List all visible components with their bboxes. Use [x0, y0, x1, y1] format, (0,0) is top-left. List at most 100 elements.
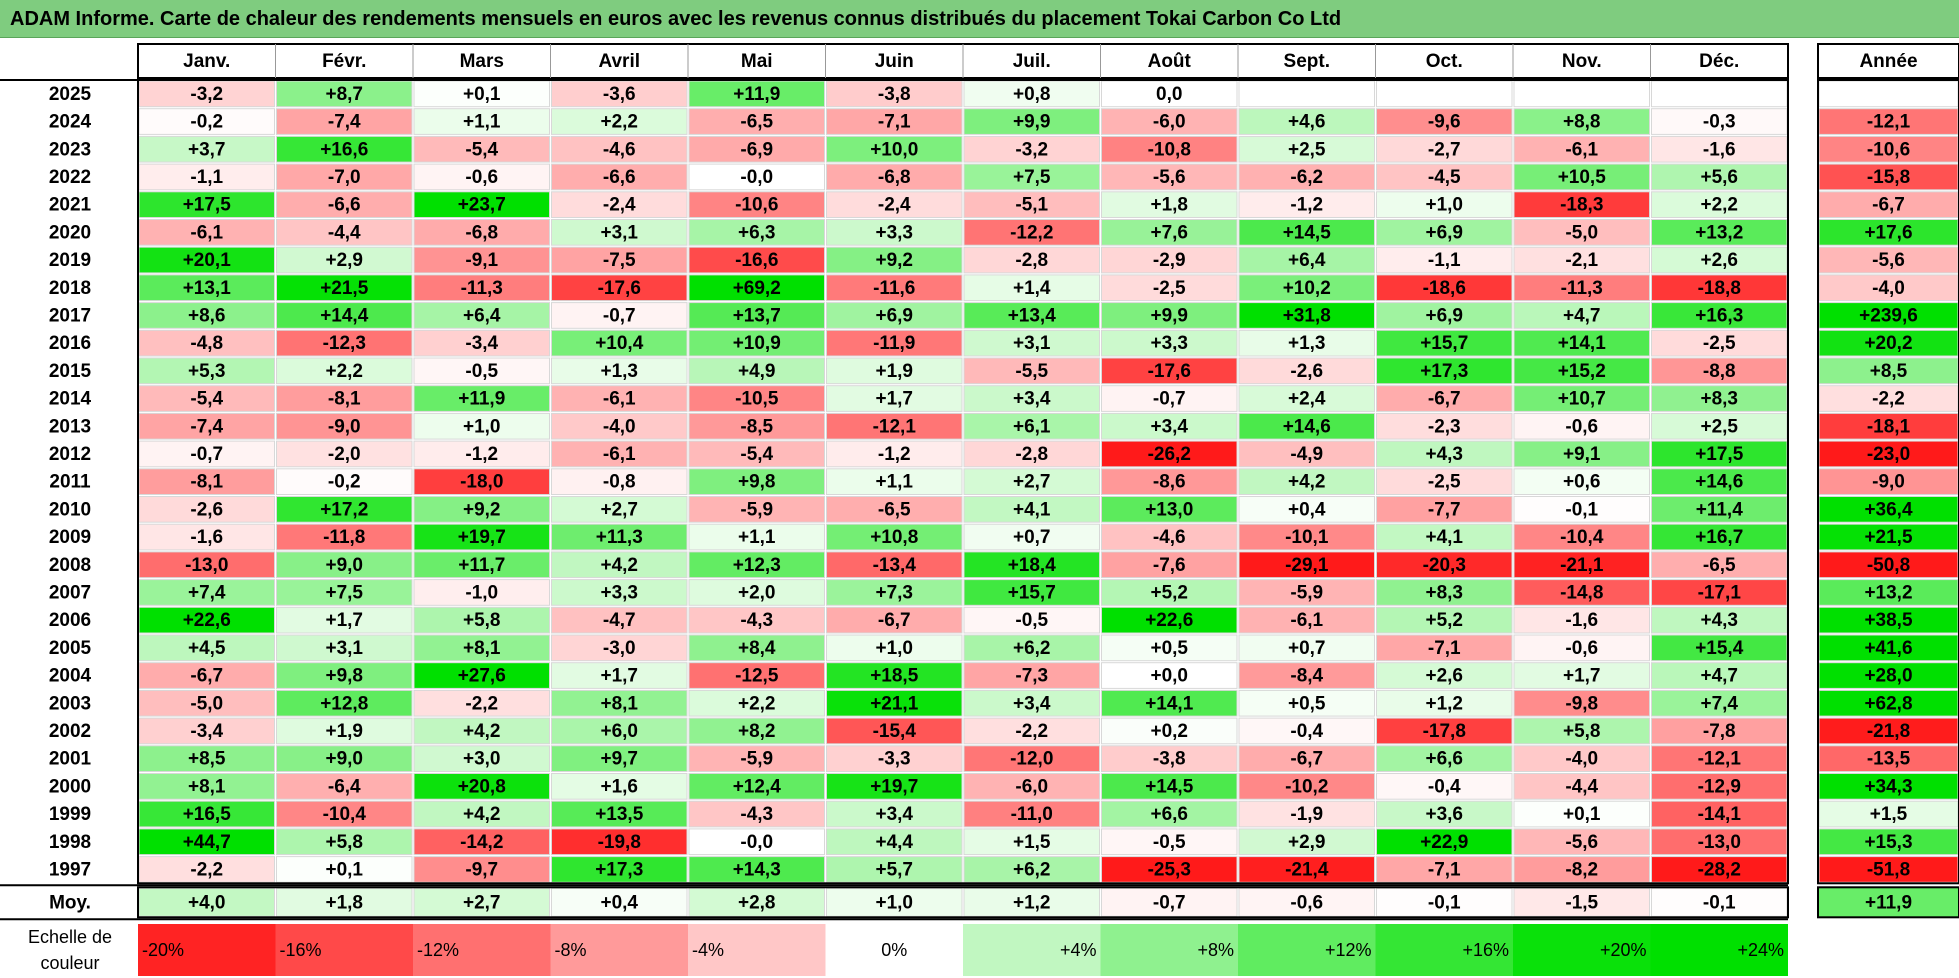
- annual-cell: [1818, 440, 1959, 468]
- cell-value: +0,7: [1288, 638, 1326, 659]
- cell-value: -2,8: [1015, 444, 1048, 465]
- heatmap-cell: [1376, 219, 1513, 246]
- heatmap-cell: [963, 385, 1100, 412]
- cell-value: -7,4: [190, 416, 223, 437]
- heatmap-cell: [688, 828, 825, 856]
- annual-value: +8,5: [1870, 361, 1908, 382]
- cell-value: -3,3: [878, 749, 911, 770]
- cell-value: -21,1: [1560, 555, 1604, 576]
- cell-value: -17,8: [1423, 721, 1466, 742]
- heatmap-cell: [551, 662, 688, 689]
- heatmap-cell: [138, 606, 275, 634]
- cell-value: -6,9: [740, 139, 773, 160]
- heatmap-cell: [1376, 135, 1513, 163]
- cell-value: -13,0: [1698, 832, 1741, 853]
- heatmap-cell: [413, 828, 550, 856]
- heatmap-cell: [826, 496, 963, 523]
- cell-value: -12,0: [1010, 749, 1053, 770]
- heatmap-cell: [1101, 135, 1238, 163]
- heatmap-cell: [688, 274, 825, 302]
- annual-cell: [1818, 745, 1959, 772]
- cell-value: +4,6: [1288, 112, 1326, 133]
- cell-value: -2,5: [1428, 472, 1461, 493]
- heatmap-cell: [551, 634, 688, 662]
- cell-value: -4,6: [603, 139, 636, 160]
- cell-value: -1,1: [190, 167, 223, 188]
- heatmap-cell: [1101, 412, 1238, 440]
- heatmap-cell: [826, 163, 963, 191]
- cell-value: -3,8: [1153, 749, 1186, 770]
- cell-value: -3,8: [878, 84, 911, 105]
- cell-value: -6,0: [1015, 776, 1048, 797]
- heatmap-cell: [1651, 329, 1788, 357]
- heatmap-cell: [276, 496, 413, 523]
- cell-value: +12,8: [320, 693, 368, 714]
- heatmap-cell: [276, 551, 413, 579]
- heatmap-cell: [963, 191, 1100, 219]
- row-year-1999: 1999: [49, 804, 91, 825]
- cell-value: +0,4: [1288, 499, 1326, 520]
- heatmap-cell: [688, 412, 825, 440]
- scale-swatch: [963, 924, 1101, 976]
- average-cell: [1101, 887, 1238, 917]
- cell-value: +14,1: [1145, 693, 1194, 714]
- cell-value: -0,2: [190, 112, 223, 133]
- cell-value: -2,8: [1015, 250, 1048, 271]
- cell-value: +3,1: [600, 222, 638, 243]
- heatmap-cell: [1651, 523, 1788, 551]
- heatmap-cell: [138, 329, 275, 357]
- cell-value: +0,6: [1563, 472, 1601, 493]
- cell-value: -3,4: [465, 333, 498, 354]
- cell-value: +6,1: [1013, 416, 1051, 437]
- heatmap-cell: [413, 357, 550, 385]
- cell-value: +5,8: [1563, 721, 1601, 742]
- row-year-2008: 2008: [49, 555, 91, 576]
- annual-value: -9,0: [1872, 472, 1905, 493]
- heatmap-cell: [1238, 745, 1375, 772]
- heatmap-cell: [551, 108, 688, 135]
- cell-value: +4,5: [188, 638, 226, 659]
- heatmap-cell: [276, 219, 413, 246]
- annual-cell: [1818, 717, 1959, 745]
- cell-value: +1,7: [325, 610, 363, 631]
- annual-cell: [1818, 662, 1959, 689]
- heatmap-cell: [688, 496, 825, 523]
- month-header-7: Août: [1148, 51, 1192, 72]
- heatmap-cell: [688, 357, 825, 385]
- heatmap-cell: [688, 219, 825, 246]
- cell-value: +14,5: [1283, 222, 1332, 243]
- cell-value: -3,2: [190, 84, 223, 105]
- heatmap-cell: [1651, 828, 1788, 856]
- heatmap-cell: [1101, 80, 1238, 108]
- cell-value: +9,9: [1013, 112, 1051, 133]
- scale-label: -4%: [692, 940, 724, 960]
- cell-value: -13,0: [185, 555, 228, 576]
- cell-value: +14,1: [1558, 333, 1607, 354]
- heatmap-cell: [551, 551, 688, 579]
- cell-value: +3,1: [325, 638, 363, 659]
- annual-cell: [1818, 329, 1959, 357]
- cell-value: -8,8: [1703, 361, 1736, 382]
- heatmap-cell: [413, 440, 550, 468]
- heatmap-cell: [1238, 135, 1375, 163]
- scale-swatch: [275, 924, 413, 976]
- heatmap-cell: [1376, 163, 1513, 191]
- cell-value: -2,6: [190, 499, 223, 520]
- heatmap-cell: [551, 246, 688, 274]
- heatmap-cell: [138, 135, 275, 163]
- heatmap-cell: [1101, 662, 1238, 689]
- cell-value: -4,5: [1428, 167, 1461, 188]
- heatmap-cell: [276, 579, 413, 606]
- cell-value: -9,0: [328, 416, 361, 437]
- cell-value: +6,3: [738, 222, 776, 243]
- cell-value: +13,7: [733, 305, 781, 326]
- month-header-2: Mars: [460, 51, 504, 72]
- cell-value: +10,4: [595, 333, 644, 354]
- heatmap-cell: [1376, 274, 1513, 302]
- heatmap-cell: [963, 219, 1100, 246]
- heatmap-cell: [551, 496, 688, 523]
- cell-value: +2,2: [1700, 195, 1738, 216]
- heatmap-cell: [1651, 634, 1788, 662]
- month-grid-frame: [137, 79, 1789, 885]
- row-year-2014: 2014: [49, 389, 92, 410]
